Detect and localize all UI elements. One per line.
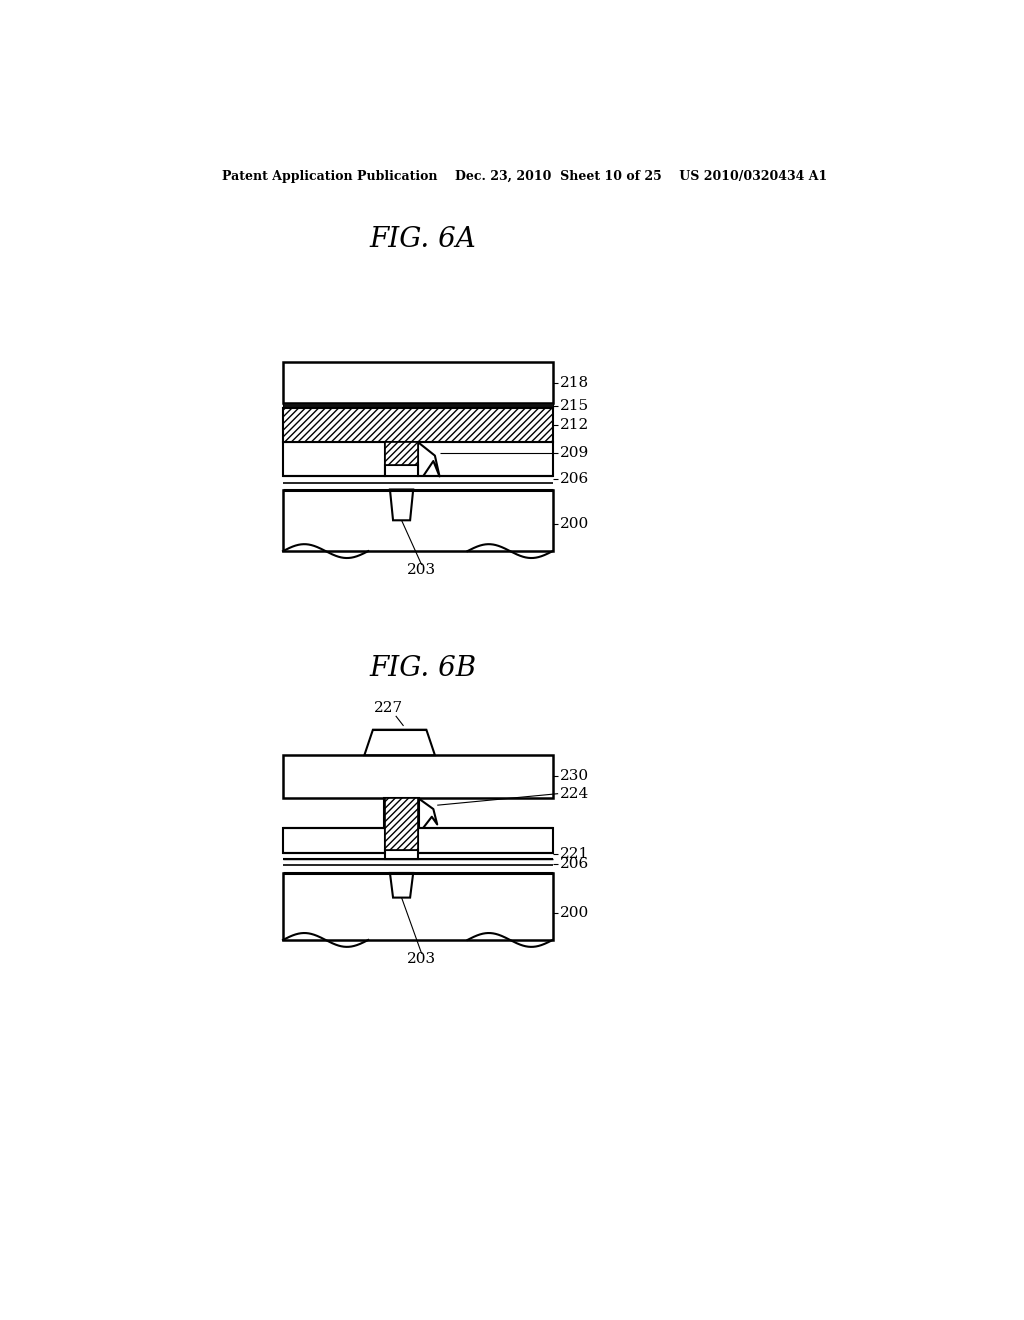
Polygon shape [390, 873, 414, 898]
Bar [283, 873, 553, 940]
Bar [283, 755, 553, 797]
Text: 203: 203 [408, 564, 436, 577]
Bar [283, 408, 553, 442]
Polygon shape [365, 730, 435, 755]
Text: 218: 218 [560, 376, 589, 389]
Text: 206: 206 [560, 857, 589, 871]
Bar [418, 829, 553, 853]
Bar [283, 829, 385, 853]
Bar [283, 442, 385, 477]
Text: 215: 215 [560, 399, 589, 413]
Text: 206: 206 [560, 473, 589, 487]
Text: 230: 230 [560, 770, 589, 783]
Text: 200: 200 [560, 517, 589, 531]
Text: 203: 203 [408, 952, 436, 966]
Bar [385, 465, 418, 477]
Bar [283, 490, 553, 552]
Bar [283, 404, 553, 408]
Text: Patent Application Publication    Dec. 23, 2010  Sheet 10 of 25    US 2010/03204: Patent Application Publication Dec. 23, … [222, 169, 827, 182]
Text: FIG. 6B: FIG. 6B [369, 655, 476, 681]
Text: 224: 224 [560, 787, 589, 801]
Bar [283, 363, 553, 404]
Bar [418, 442, 553, 477]
Bar [385, 797, 418, 850]
Text: 209: 209 [560, 446, 589, 461]
Polygon shape [390, 490, 414, 520]
Text: 227: 227 [374, 701, 402, 715]
Text: 221: 221 [560, 847, 589, 862]
Bar [385, 850, 418, 859]
Text: 200: 200 [560, 906, 589, 920]
Bar [385, 442, 418, 465]
Text: FIG. 6A: FIG. 6A [369, 226, 476, 252]
Text: 212: 212 [560, 418, 589, 432]
Bar [384, 797, 420, 829]
